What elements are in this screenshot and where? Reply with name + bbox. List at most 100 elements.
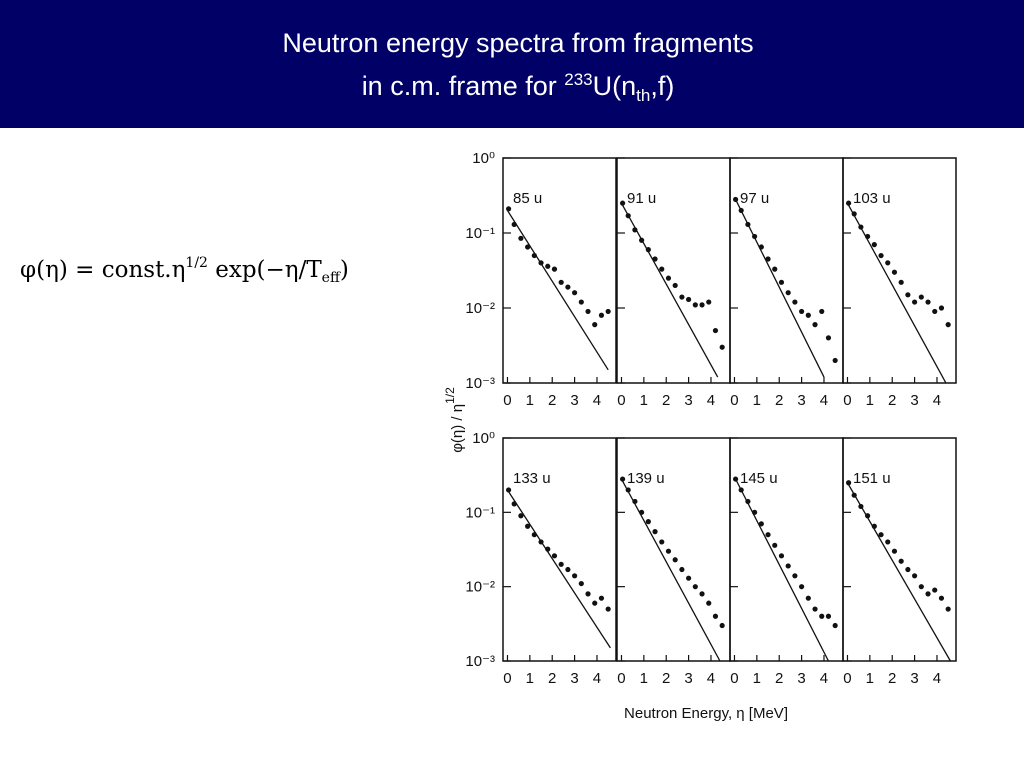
x-tick-label: 1 bbox=[526, 392, 534, 409]
x-tick-label: 4 bbox=[820, 670, 828, 687]
data-point bbox=[812, 606, 818, 612]
x-tick-label: 0 bbox=[843, 670, 851, 687]
data-point bbox=[792, 573, 798, 579]
figure: φ(η) / η1/2 Neutron Energy, η [MeV] 85 u… bbox=[443, 150, 957, 722]
x-tick-label: 4 bbox=[593, 670, 601, 687]
data-point bbox=[659, 539, 665, 545]
fit-line bbox=[506, 210, 609, 371]
data-point bbox=[511, 501, 517, 507]
x-tick-label: 3 bbox=[570, 670, 578, 687]
y-tick-label: 10⁻¹ bbox=[465, 225, 495, 242]
data-point bbox=[639, 509, 645, 515]
fit-line bbox=[733, 196, 825, 378]
data-point bbox=[925, 299, 931, 305]
data-point bbox=[805, 595, 811, 601]
x-tick-label: 3 bbox=[797, 670, 805, 687]
data-point bbox=[652, 529, 658, 535]
data-point bbox=[719, 622, 725, 629]
panel-frame bbox=[502, 157, 617, 384]
panel-frame bbox=[502, 437, 617, 662]
panel-title: 85 u bbox=[513, 190, 542, 207]
data-point bbox=[598, 595, 605, 601]
data-point bbox=[578, 580, 584, 587]
fit-line bbox=[620, 202, 719, 378]
fit-line bbox=[846, 482, 951, 662]
data-point bbox=[645, 247, 651, 253]
data-point bbox=[832, 622, 838, 629]
slide-title-line2: in c.m. frame for 233U(nth,f) bbox=[362, 70, 675, 105]
data-point bbox=[585, 308, 591, 315]
data-point bbox=[765, 256, 771, 262]
data-point bbox=[785, 290, 791, 296]
data-point bbox=[851, 492, 857, 498]
title-subscript: th bbox=[636, 86, 650, 105]
x-tick-label: 0 bbox=[617, 392, 625, 409]
data-point bbox=[732, 476, 739, 482]
data-point bbox=[938, 595, 945, 601]
formula: φ(η) = const.η1/2 exp(−η/Teff) bbox=[20, 255, 349, 286]
data-point bbox=[819, 308, 825, 315]
data-point bbox=[918, 584, 924, 590]
data-point bbox=[565, 566, 571, 573]
data-point bbox=[891, 269, 898, 275]
data-point bbox=[752, 233, 758, 240]
data-point bbox=[706, 600, 712, 606]
y-tick-label: 10⁻³ bbox=[465, 653, 495, 670]
x-tick-label: 3 bbox=[684, 670, 692, 687]
data-point bbox=[551, 553, 558, 559]
data-point bbox=[891, 548, 898, 554]
data-point bbox=[778, 553, 785, 559]
data-point bbox=[672, 557, 678, 563]
x-axis-label: Neutron Energy, η [MeV] bbox=[624, 705, 788, 722]
x-tick-label: 2 bbox=[775, 392, 783, 409]
data-point bbox=[918, 294, 924, 300]
data-point bbox=[686, 575, 692, 581]
x-tick-label: 3 bbox=[797, 392, 805, 409]
data-point bbox=[625, 213, 631, 219]
x-tick-label: 3 bbox=[910, 392, 918, 409]
data-point bbox=[912, 299, 918, 305]
data-point bbox=[592, 600, 598, 606]
fit-line bbox=[733, 476, 830, 662]
x-tick-label: 4 bbox=[820, 392, 828, 409]
data-point bbox=[799, 308, 805, 315]
data-point bbox=[938, 305, 945, 311]
data-point bbox=[885, 260, 891, 266]
data-point bbox=[778, 279, 785, 285]
panel-title: 133 u bbox=[513, 470, 551, 487]
data-point bbox=[605, 308, 611, 315]
panel-title: 91 u bbox=[627, 190, 656, 207]
data-point bbox=[712, 613, 719, 619]
data-point bbox=[518, 513, 524, 519]
data-point bbox=[518, 235, 524, 241]
x-tick-label: 0 bbox=[843, 392, 851, 409]
data-point bbox=[898, 279, 904, 285]
data-point bbox=[812, 322, 818, 328]
data-point bbox=[632, 227, 638, 233]
data-point bbox=[525, 244, 531, 250]
data-point bbox=[531, 532, 537, 538]
data-point bbox=[905, 292, 911, 298]
y-tick-label: 10⁻¹ bbox=[465, 504, 495, 521]
x-tick-label: 2 bbox=[888, 392, 896, 409]
data-point bbox=[912, 573, 918, 579]
x-tick-label: 1 bbox=[640, 392, 648, 409]
data-point bbox=[885, 539, 891, 545]
y-tick-label: 10⁻² bbox=[465, 579, 495, 596]
formula-sup: 1/2 bbox=[185, 255, 208, 271]
y-tick-label: 10⁰ bbox=[472, 150, 495, 167]
data-point bbox=[851, 211, 857, 217]
data-point bbox=[758, 244, 764, 250]
panel-frame bbox=[842, 437, 957, 662]
data-point bbox=[632, 498, 638, 505]
data-point bbox=[619, 200, 626, 206]
data-point bbox=[825, 613, 832, 619]
data-point bbox=[799, 584, 805, 590]
data-point bbox=[819, 613, 825, 619]
data-point bbox=[871, 242, 877, 248]
data-point bbox=[865, 233, 871, 240]
title-superscript: 233 bbox=[564, 70, 592, 89]
data-point bbox=[639, 237, 645, 243]
data-point bbox=[858, 224, 864, 230]
